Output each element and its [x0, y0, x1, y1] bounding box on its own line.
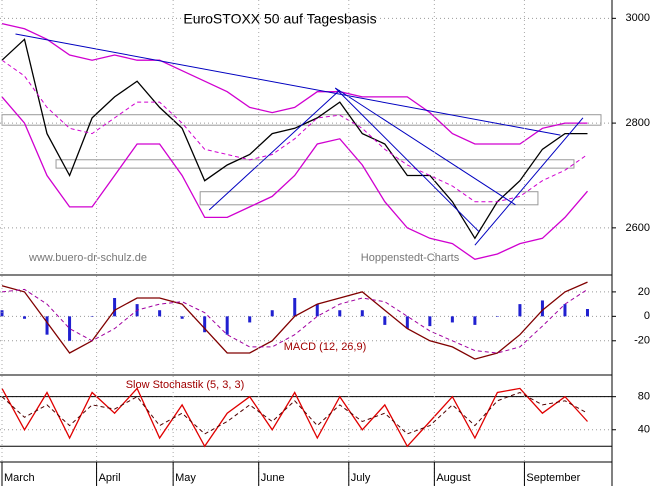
histogram-bar: [248, 316, 252, 323]
y-tick-label: 2600: [626, 222, 650, 234]
histogram-bar: [585, 309, 589, 317]
histogram-bar: [518, 304, 522, 317]
panel-title: MACD (12, 26,9): [284, 341, 367, 353]
x-tick-label: August: [436, 472, 470, 484]
x-tick-label: June: [261, 472, 285, 484]
histogram-bar: [383, 316, 387, 325]
annotation: Hoppenstedt-Charts: [361, 252, 460, 264]
series-line: [1, 38, 588, 240]
histogram-bar: [45, 316, 49, 335]
histogram-bar: [360, 310, 364, 317]
series-line: [1, 391, 588, 435]
histogram-bar: [293, 298, 297, 317]
y-tick-label: 3000: [626, 12, 650, 24]
series-line: [1, 59, 588, 203]
series-line: [1, 96, 588, 260]
histogram-bar: [180, 316, 184, 319]
histogram-bar: [158, 310, 162, 317]
x-tick-label: April: [99, 472, 121, 484]
histogram-bar: [0, 310, 4, 317]
y-tick-label: 40: [638, 424, 650, 436]
histogram-bar: [225, 316, 229, 335]
x-tick-label: March: [4, 472, 35, 484]
histogram-bar: [338, 310, 342, 317]
x-tick-label: July: [351, 472, 371, 484]
trendline: [334, 87, 480, 233]
trendline: [15, 33, 561, 136]
series-line: [1, 288, 588, 354]
y-tick-label: -20: [634, 335, 650, 347]
series-line: [1, 387, 588, 448]
x-tick-label: May: [175, 472, 196, 484]
histogram-bar: [540, 300, 544, 317]
trendline: [208, 89, 341, 211]
series-line: [1, 281, 588, 360]
histogram-bar: [428, 316, 432, 327]
histogram-bar: [270, 310, 274, 317]
trendline: [335, 87, 516, 206]
histogram-bar: [203, 316, 207, 333]
y-tick-label: 20: [638, 286, 650, 298]
zone: [55, 159, 575, 169]
zone: [199, 191, 539, 206]
trendline: [474, 117, 584, 246]
panel-title: EuroSTOXX 50 auf Tagesbasis: [183, 11, 376, 27]
x-tick-label: September: [526, 472, 580, 484]
histogram-bar: [113, 298, 117, 317]
y-tick-label: 80: [638, 391, 650, 403]
histogram-bar: [68, 316, 72, 341]
series-line: [1, 22, 588, 145]
histogram-bar: [473, 316, 477, 325]
histogram-bar: [405, 316, 409, 329]
y-tick-label: 2800: [626, 117, 650, 129]
y-tick-label: 0: [644, 310, 650, 322]
panel-title: Slow Stochastik (5, 3, 3): [126, 379, 245, 391]
histogram-bar: [563, 304, 567, 317]
histogram-bar: [23, 316, 27, 319]
histogram-bar: [450, 316, 454, 323]
histogram-bar: [315, 304, 319, 317]
annotation: www.buero-dr-schulz.de: [28, 252, 147, 264]
histogram-bar: [495, 316, 499, 317]
histogram-bar: [90, 316, 94, 317]
